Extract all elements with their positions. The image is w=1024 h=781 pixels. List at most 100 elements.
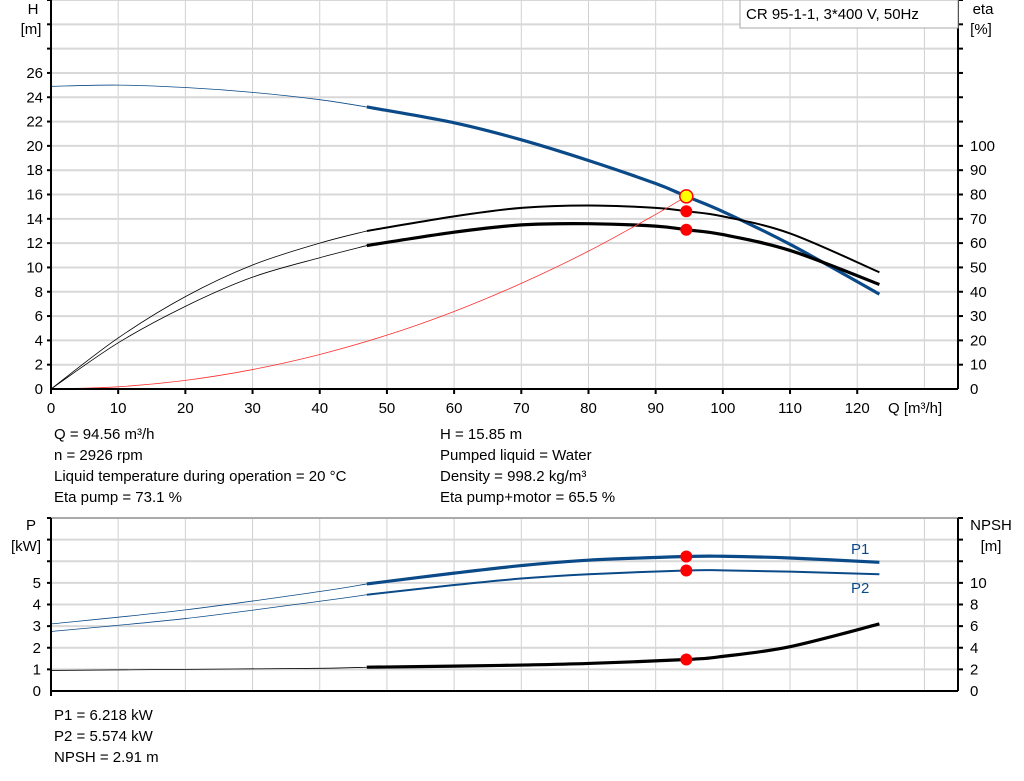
npsh-axis-label: NPSH <box>970 517 1012 534</box>
chart-title: CR 95-1-1, 3*400 V, 50Hz <box>746 6 919 23</box>
eta_pump_motor-curve <box>366 221 880 286</box>
p1-point <box>680 550 693 563</box>
x-tick-label: 70 <box>513 400 530 417</box>
eta-pump-point <box>680 205 693 218</box>
eta-tick-label: 50 <box>970 259 987 276</box>
duty-point <box>679 189 694 204</box>
operating-points <box>679 189 694 666</box>
npsh-axis-unit: [m] <box>981 538 1002 555</box>
eta-tick-label: 30 <box>970 308 987 325</box>
h-tick-label: 2 <box>35 357 43 374</box>
eta-tick-label: 20 <box>970 332 987 349</box>
h-axis-label: H <box>28 1 39 18</box>
axes: 0 10 20 30 40 50 60 70 80 90 100 110 120024681012141… <box>26 0 995 700</box>
info-eta-pump: Eta pump = 73.1 % <box>54 489 182 506</box>
info-right: H = 15.85 m Pumped liquid = Water Densit… <box>440 424 615 508</box>
h-tick-label: 14 <box>26 211 43 228</box>
p-tick-label: 1 <box>33 661 41 678</box>
P2-curve <box>366 569 880 596</box>
NPSH-curve <box>366 622 880 669</box>
eta-tick-label: 60 <box>970 235 987 252</box>
P1-curve-thin <box>50 583 367 625</box>
eta-axis-unit: [%] <box>970 21 992 38</box>
h-tick-label: 12 <box>26 235 43 252</box>
info-bottom: P1 = 6.218 kW P2 = 5.574 kW NPSH = 2.91 … <box>54 705 159 768</box>
x-tick-label: 120 <box>845 400 870 417</box>
P2-curve-thin <box>50 594 367 632</box>
info-npsh: NPSH = 2.91 m <box>54 749 159 766</box>
p-tick-label: 3 <box>33 618 41 635</box>
x-tick-label: 100 <box>710 400 735 417</box>
h-tick-label: 22 <box>26 114 43 131</box>
h-tick-label: 10 <box>26 259 43 276</box>
p-axis-label: P <box>26 517 36 534</box>
system-curve <box>50 195 687 390</box>
p-tick-label: 2 <box>33 640 41 657</box>
h-tick-label: 4 <box>35 332 43 349</box>
npsh-tick-label: 8 <box>970 597 978 614</box>
h-tick-label: 6 <box>35 308 43 325</box>
curves <box>50 84 881 671</box>
info-q: Q = 94.56 m³/h <box>54 426 155 443</box>
p2-point <box>680 564 693 577</box>
p-tick-label: 4 <box>33 597 41 614</box>
h-tick-label: 8 <box>35 284 43 301</box>
eta-tick-label: 80 <box>970 187 987 204</box>
P1-curve <box>366 554 880 586</box>
eta-tick-label: 40 <box>970 284 987 301</box>
info-left: Q = 94.56 m³/h n = 2926 rpm Liquid tempe… <box>54 424 346 508</box>
h-tick-label: 0 <box>35 381 43 398</box>
npsh-tick-label: 6 <box>970 618 978 635</box>
npsh-tick-label: 4 <box>970 640 978 657</box>
info-density: Density = 998.2 kg/m³ <box>440 468 587 485</box>
p2-series-label: P2 <box>851 580 869 597</box>
eta-tick-label: 10 <box>970 357 987 374</box>
info-n: n = 2926 rpm <box>54 447 143 464</box>
info-p1: P1 = 6.218 kW <box>54 707 153 724</box>
h-tick-label: 18 <box>26 162 43 179</box>
q-axis-label: Q [m³/h] <box>888 400 942 417</box>
p-tick-label: 0 <box>33 683 41 700</box>
x-tick-label: 90 <box>647 400 664 417</box>
h-tick-label: 26 <box>26 65 43 82</box>
info-eta-pump-motor: Eta pump+motor = 65.5 % <box>440 489 616 506</box>
info-h: H = 15.85 m <box>440 426 523 443</box>
x-tick-label: 0 <box>47 400 55 417</box>
x-tick-label: 80 <box>580 400 597 417</box>
x-tick-label: 110 <box>778 400 802 417</box>
x-tick-label: 40 <box>311 400 328 417</box>
x-tick-label: 20 <box>177 400 194 417</box>
H-curve <box>366 105 881 296</box>
h-tick-label: 16 <box>26 187 43 204</box>
eta-pump-motor-point <box>680 223 693 236</box>
h-axis-unit: [m] <box>21 21 42 38</box>
npsh-tick-label: 2 <box>970 661 978 678</box>
h-tick-label: 20 <box>26 138 43 155</box>
eta_pump-curve <box>366 204 880 274</box>
legend-box <box>739 0 959 29</box>
top-grid <box>51 0 958 389</box>
x-tick-label: 50 <box>379 400 396 417</box>
info-temp: Liquid temperature during operation = 20… <box>54 468 347 485</box>
x-tick-label: 10 <box>110 400 127 417</box>
eta-axis-label: eta <box>973 1 995 18</box>
labels: H [m] eta [%] Q [m³/h] CR 95-1-1, 3*400 … <box>11 0 1012 597</box>
info-p2: P2 = 5.574 kW <box>54 728 153 745</box>
x-tick-label: 30 <box>244 400 261 417</box>
npsh-point <box>680 653 693 666</box>
p-axis-unit: [kW] <box>11 538 41 555</box>
eta-tick-label: 0 <box>970 381 978 398</box>
x-tick-label: 60 <box>446 400 463 417</box>
info-liquid: Pumped liquid = Water <box>440 447 592 464</box>
H-curve-thin <box>50 84 367 108</box>
eta_pump_motor-curve-thin <box>50 245 367 390</box>
h-tick-label: 24 <box>26 89 43 106</box>
eta-tick-label: 100 <box>970 138 995 155</box>
NPSH-curve-thin <box>50 666 367 671</box>
eta-tick-label: 70 <box>970 211 987 228</box>
p1-series-label: P1 <box>851 541 869 558</box>
npsh-tick-label: 0 <box>970 683 978 700</box>
npsh-tick-label: 10 <box>970 575 987 592</box>
eta-tick-label: 90 <box>970 162 987 179</box>
